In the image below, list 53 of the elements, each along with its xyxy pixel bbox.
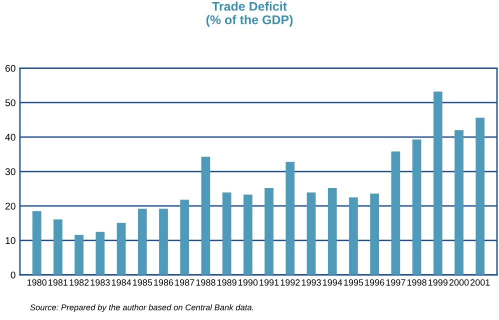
- y-tick-label: 40: [5, 134, 16, 141]
- bar: [138, 208, 147, 275]
- bar: [454, 130, 464, 275]
- x-tick-label: 1998: [407, 279, 426, 286]
- bar: [96, 232, 105, 275]
- bar: [264, 188, 274, 275]
- bar: [476, 118, 485, 275]
- bar: [180, 200, 190, 275]
- x-tick-label: 1995: [344, 279, 364, 286]
- bar: [328, 188, 337, 275]
- bar: [222, 192, 232, 275]
- bar: [370, 194, 380, 275]
- x-tick-label: 2000: [449, 279, 469, 286]
- bar: [349, 197, 358, 275]
- bar: [306, 192, 316, 275]
- bar: [243, 194, 252, 275]
- y-tick-label: 30: [5, 168, 16, 176]
- x-tick-label: 2001: [470, 279, 490, 286]
- bar: [54, 219, 62, 275]
- bar: [412, 139, 422, 275]
- x-tick-label: 1982: [70, 279, 89, 286]
- x-tick-label: 1989: [217, 279, 236, 286]
- y-tick-label: 50: [5, 99, 16, 106]
- bar: [433, 92, 442, 275]
- y-tick-label: 0: [10, 272, 16, 278]
- bar: [159, 208, 168, 275]
- bar: [32, 211, 42, 275]
- y-tick-label: 10: [6, 237, 16, 244]
- y-tick-label: 20: [5, 202, 16, 210]
- x-tick-label: 1981: [48, 279, 68, 286]
- bar: [116, 222, 126, 275]
- x-tick-label: 1990: [238, 279, 258, 286]
- x-tick-label: 1983: [90, 279, 110, 286]
- x-tick-label: 1984: [112, 279, 132, 286]
- x-tick-label: 1992: [280, 279, 300, 286]
- bar: [286, 162, 295, 275]
- x-tick-label: 1997: [386, 279, 406, 286]
- x-tick-label: 1994: [323, 279, 342, 286]
- bar: [201, 156, 210, 275]
- x-tick-label: 1985: [133, 279, 152, 286]
- x-tick-label: 1991: [260, 279, 279, 286]
- x-tick-label: 1980: [27, 279, 47, 286]
- x-tick-label: 1986: [154, 279, 174, 286]
- x-tick-label: 1987: [175, 279, 194, 286]
- bar: [74, 234, 84, 275]
- y-tick-label: 60: [5, 64, 16, 72]
- chart-title: Trade Deficit (% of the GDP): [206, 2, 293, 27]
- x-tick-label: 1993: [302, 279, 321, 286]
- x-tick-label: 1996: [365, 279, 384, 286]
- source-note: Source: Prepared by the author based on Central Bank data.: [30, 304, 254, 312]
- x-tick-label: 1988: [196, 279, 216, 286]
- x-tick-label: 1999: [428, 279, 448, 286]
- bar: [391, 152, 400, 275]
